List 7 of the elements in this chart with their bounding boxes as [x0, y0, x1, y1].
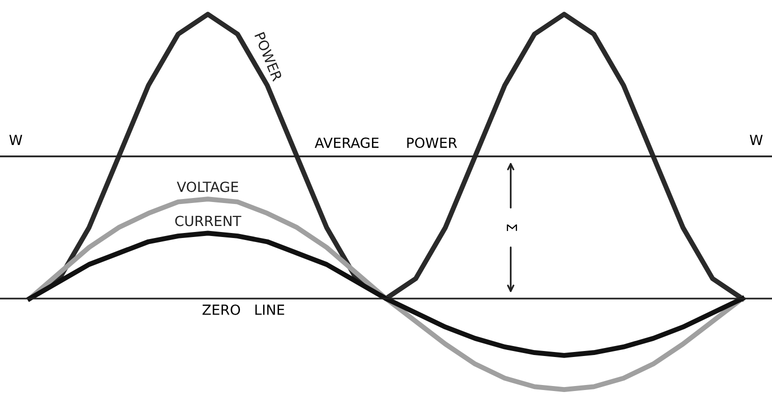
annotation: Σ — [506, 224, 517, 231]
series-label: VOLTAGE — [176, 182, 238, 192]
ref-line-label: ZERO LINE — [202, 304, 284, 316]
series-label: CURRENT — [175, 216, 242, 226]
annotation: W — [9, 134, 22, 145]
ref-line-label: AVERAGE POWER — [314, 138, 457, 148]
annotation: W — [750, 134, 763, 145]
